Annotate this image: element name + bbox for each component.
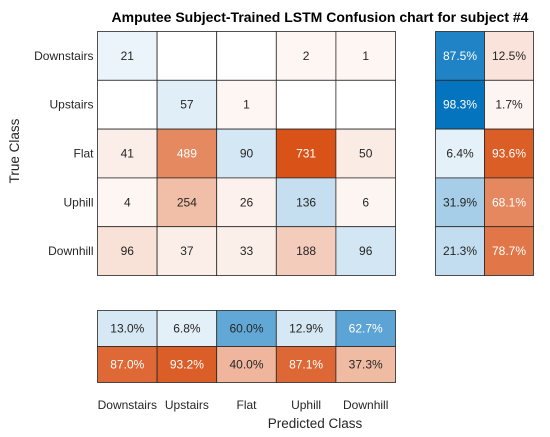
matrix-cell <box>156 177 218 228</box>
matrix-cell-value: 57 <box>180 98 194 112</box>
column-summary-value: 62.7% <box>349 322 383 336</box>
column-summary-cell <box>275 346 337 383</box>
column-summary-value: 87.1% <box>289 358 323 372</box>
column-summary-value: 12.9% <box>289 322 323 336</box>
matrix-cell-value: 90 <box>240 147 254 161</box>
column-summary-cell <box>97 310 158 347</box>
row-summary-value: 21.3% <box>443 244 477 258</box>
row-summary-cell <box>435 128 485 179</box>
column-summary-value: 93.2% <box>170 358 204 372</box>
matrix-cell-value: 6 <box>362 195 369 209</box>
column-summary: 13.0% 6.8% 60.0% 12.9% 62.7% 87.0% 93.2% 40.0% 8… <box>97 310 396 383</box>
column-summary-value: 13.0% <box>110 322 144 336</box>
matrix-cell-value: 96 <box>121 244 135 258</box>
row-summary-cell <box>435 177 485 228</box>
matrix-cell-value: 21 <box>121 49 135 63</box>
column-summary-value: 37.3% <box>349 358 383 372</box>
matrix-cell <box>156 79 218 130</box>
matrix-cell-value: 26 <box>240 195 254 209</box>
x-tick-label: Uphill <box>291 398 321 412</box>
matrix-cell <box>275 226 337 276</box>
matrix-cell <box>335 31 396 81</box>
row-summary-cell <box>484 177 534 228</box>
matrix-cell <box>216 226 277 276</box>
matrix-cell <box>156 31 218 81</box>
matrix-cell-value: 96 <box>359 244 373 258</box>
column-summary-value: 87.0% <box>110 358 144 372</box>
matrix-cell <box>97 128 158 179</box>
row-summary-cell <box>435 226 485 276</box>
matrix-cell <box>216 128 277 179</box>
matrix-cell <box>275 31 337 81</box>
matrix-cell <box>275 177 337 228</box>
y-axis-label: True Class <box>7 118 22 183</box>
row-summary-value: 93.6% <box>492 147 526 161</box>
row-summary-value: 31.9% <box>443 195 477 209</box>
column-summary-cell <box>156 346 218 383</box>
matrix-cell-value: 188 <box>296 244 316 258</box>
x-axis-label: Predicted Class <box>268 416 363 431</box>
column-summary-cell <box>216 346 277 383</box>
matrix-cell <box>97 31 158 81</box>
matrix-cell <box>97 226 158 276</box>
confusion-matrix: 21 2 157 141 489 90 731 504 254 26 136 696 37 33 188 96 <box>97 31 396 276</box>
y-tick-label: Downstairs <box>34 49 93 63</box>
matrix-cell <box>275 79 337 130</box>
column-summary-value: 60.0% <box>229 322 263 336</box>
row-summary: 87.5% 12.5% 98.3% 1.7% 6.4% 93.6% 31.9% 68.1% 21… <box>435 31 534 276</box>
column-summary-cell <box>335 346 396 383</box>
row-summary-value: 12.5% <box>492 49 526 63</box>
row-summary-value: 98.3% <box>443 98 477 112</box>
matrix-cell-value: 4 <box>124 195 131 209</box>
matrix-cell-value: 41 <box>121 147 135 161</box>
column-summary-cell <box>97 346 158 383</box>
row-summary-cell <box>484 79 534 130</box>
chart-title: Amputee Subject-Trained LSTM Confusion c… <box>112 9 529 25</box>
row-summary-value: 87.5% <box>443 49 477 63</box>
x-tick-label: Upstairs <box>165 398 209 412</box>
row-summary-cell <box>484 128 534 179</box>
matrix-cell-value: 136 <box>296 195 316 209</box>
x-tick-label: Downhill <box>343 398 388 412</box>
row-summary-cell <box>484 31 534 81</box>
matrix-cell <box>216 31 277 81</box>
matrix-cell-value: 489 <box>177 147 197 161</box>
matrix-cell-value: 1 <box>243 98 250 112</box>
matrix-cell <box>156 226 218 276</box>
x-tick-labels: Downstairs Upstairs Flat Uphill Downhill <box>98 398 389 412</box>
matrix-cell-value: 2 <box>303 49 310 63</box>
row-summary-value: 6.4% <box>446 147 474 161</box>
row-summary-value: 1.7% <box>495 98 523 112</box>
y-tick-label: Uphill <box>63 195 93 209</box>
matrix-cell-value: 50 <box>359 147 373 161</box>
row-summary-value: 78.7% <box>492 244 526 258</box>
row-summary-cell <box>435 31 485 81</box>
matrix-cell <box>335 128 396 179</box>
y-tick-labels: Downstairs Upstairs Flat Uphill Downhill <box>34 49 94 258</box>
x-tick-label: Downstairs <box>98 398 157 412</box>
y-tick-label: Flat <box>73 147 94 161</box>
matrix-cell <box>335 226 396 276</box>
x-tick-label: Flat <box>236 398 257 412</box>
matrix-cell <box>335 177 396 228</box>
matrix-cell-value: 33 <box>240 244 254 258</box>
column-summary-value: 40.0% <box>229 358 263 372</box>
row-summary-value: 68.1% <box>492 195 526 209</box>
y-tick-label: Downhill <box>48 244 93 258</box>
row-summary-cell <box>484 226 534 276</box>
matrix-cell-value: 37 <box>180 244 194 258</box>
matrix-cell-value: 1 <box>362 49 369 63</box>
column-summary-value: 6.8% <box>173 322 201 336</box>
matrix-cell <box>97 79 158 130</box>
matrix-cell <box>335 79 396 130</box>
row-summary-cell <box>435 79 485 130</box>
matrix-cell-value: 731 <box>296 147 316 161</box>
y-tick-label: Upstairs <box>49 98 93 112</box>
matrix-cell-value: 254 <box>177 195 197 209</box>
